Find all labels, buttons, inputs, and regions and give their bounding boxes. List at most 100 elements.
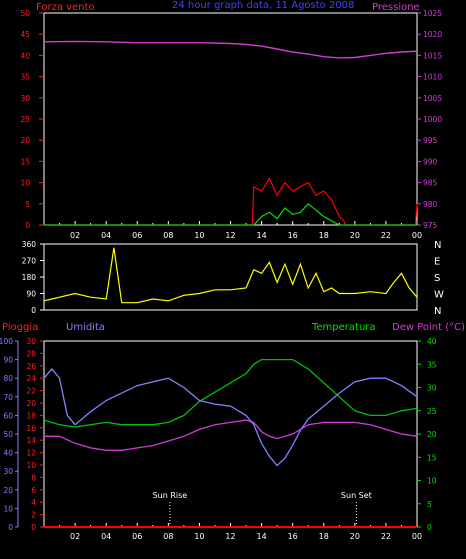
panel3-x-tick-label: 08: [163, 532, 173, 541]
panel3-temp-tick-label: 20: [427, 430, 437, 439]
panel3-humidity-tick-label: 70: [3, 393, 13, 402]
panel3-x-tick-label: 16: [288, 532, 298, 541]
panel1-left-tick-label: 35: [20, 73, 30, 82]
panel3-humidity-tick-label: 60: [3, 411, 13, 420]
panel3-humidity-tick-label: 20: [3, 486, 13, 495]
panel3-humidity-tick-label: 50: [3, 430, 13, 439]
panel3-x-tick-label: 06: [132, 532, 142, 541]
panel1-right-tick-label: 975: [423, 221, 438, 230]
panel1-right-tick-label: 995: [423, 136, 438, 145]
panel1-x-tick-label: 22: [381, 231, 391, 240]
panel1-right-tick-label: 1025: [423, 9, 442, 18]
panel2-left-tick-label: 180: [22, 273, 37, 282]
panel3-x-tick-label: 18: [319, 532, 329, 541]
panel1-x-tick-label: 12: [225, 231, 235, 240]
panel3-x-tick-label: 04: [101, 532, 111, 541]
panel1-right-tick-label: 980: [423, 200, 438, 209]
panel3-x-tick-label: 02: [70, 532, 80, 541]
panel1-left-tick-label: 40: [20, 51, 30, 60]
panel3-annotation-label: Sun Set: [341, 491, 372, 500]
panel1-right-tick-label: 1020: [423, 30, 442, 39]
panel1-title: 24 hour graph data, 11 Agosto 2008: [172, 0, 354, 11]
panel3-rain-tick-label: 26: [26, 362, 36, 371]
panel3-temp-tick-label: 10: [427, 477, 437, 486]
panel1-left-tick-label: 20: [20, 136, 30, 145]
panel1-left-tick-label: 25: [20, 115, 30, 124]
panel3-humidity-title: Umidita: [66, 322, 105, 333]
panel1-right-title: Pressione: [372, 2, 420, 13]
panel1-x-tick-label: 08: [163, 231, 173, 240]
panel1-left-tick-label: 5: [25, 200, 30, 209]
panel3-x-tick-label: 12: [225, 532, 235, 541]
panel3-rain-tick-label: 30: [26, 337, 36, 346]
panel3-humidity-tick-label: 10: [3, 504, 13, 513]
panel3-humidity-tick-label: 90: [3, 356, 13, 365]
panel3-humidity-tick-label: 0: [8, 523, 13, 532]
panel3-rain-tick-label: 16: [26, 424, 36, 433]
panel3-temp-tick-label: 35: [427, 360, 437, 369]
panel3-humidity-tick-label: 100: [0, 337, 13, 346]
panel3-series-temperatura: [43, 358, 418, 428]
panel3-rain-tick-label: 20: [26, 399, 36, 408]
panel3-rain-tick-label: 14: [26, 436, 36, 445]
panel1-left-title: Forza vento: [36, 2, 95, 13]
panel2-compass-label: E: [434, 257, 440, 268]
panel3-temp-tick-label: 5: [427, 500, 432, 509]
panel2-left-tick-label: 360: [22, 240, 37, 249]
panel3-series-umidita: [43, 367, 418, 467]
panel1-series-raffica: [44, 177, 418, 226]
panel1-x-tick-label: 06: [132, 231, 142, 240]
panel3-rain-tick-label: 22: [26, 387, 36, 396]
panel3-annotation-label: Sun Rise: [153, 491, 188, 500]
panel1-series-vento: [44, 202, 417, 226]
panel3-rain-tick-label: 4: [31, 498, 36, 507]
panel1-x-tick-label: 10: [194, 231, 204, 240]
panel1-x-tick-label: 20: [350, 231, 360, 240]
panel3-rain-tick-label: 10: [26, 461, 36, 470]
panel1-right-tick-label: 985: [423, 179, 438, 188]
panel3-temp-tick-label: 0: [427, 523, 432, 532]
panel3-series-dewpoint: [44, 419, 418, 451]
panel1-right-tick-label: 990: [423, 157, 438, 166]
panel2-compass-label: S: [434, 273, 440, 284]
panel3-temp-tick-label: 40: [427, 337, 437, 346]
panel3-rain-tick-label: 12: [26, 449, 36, 458]
panel2-left-tick-label: 0: [31, 306, 36, 315]
panel3-rain-tick-label: 0: [31, 523, 36, 532]
panel1-x-tick-label: 04: [101, 231, 111, 240]
panel1-right-tick-label: 1010: [423, 73, 442, 82]
panel1-left-tick-label: 10: [20, 179, 30, 188]
panel1-x-tick-label: 02: [70, 231, 80, 240]
panel2-compass-label: N: [434, 306, 441, 317]
panel3-rain-tick-label: 8: [31, 473, 36, 482]
panel2-left-tick-label: 270: [22, 257, 37, 266]
panel3-x-tick-label: 14: [256, 532, 266, 541]
panel3-rain-tick-label: 28: [26, 349, 36, 358]
panel3-x-tick-label: 10: [194, 532, 204, 541]
panel3-rain-tick-label: 18: [26, 411, 36, 420]
panel3-temp-tick-label: 25: [427, 407, 437, 416]
panel3-rain-title: Pioggia: [2, 322, 38, 333]
panel3-humidity-tick-label: 30: [3, 467, 13, 476]
panel2-compass-label: N: [434, 240, 441, 251]
panel1-left-tick-label: 50: [20, 9, 30, 18]
panel3-rain-tick-label: 6: [31, 486, 36, 495]
panel3-x-tick-label: 20: [350, 532, 360, 541]
panel1-x-tick-label: 00: [412, 231, 422, 240]
panel2-left-tick-label: 90: [26, 290, 36, 299]
panel1-left-tick-label: 30: [20, 94, 30, 103]
panel3-rain-tick-label: 2: [31, 511, 36, 520]
panel1-right-tick-label: 1005: [423, 94, 442, 103]
panel1-left-tick-label: 0: [25, 221, 30, 230]
panel3-rain-tick-label: 24: [26, 374, 36, 383]
panel2-compass-label: W: [434, 290, 444, 301]
panel1-right-tick-label: 1000: [423, 115, 442, 124]
panel1-right-tick-label: 1015: [423, 51, 442, 60]
chart-marks: 0510152025303540455097598098599099510001…: [0, 9, 444, 541]
panel3-dew-title: Dew Point (°C): [392, 322, 465, 333]
panel3-x-tick-label: 22: [381, 532, 391, 541]
panel1-left-tick-label: 45: [20, 30, 30, 39]
